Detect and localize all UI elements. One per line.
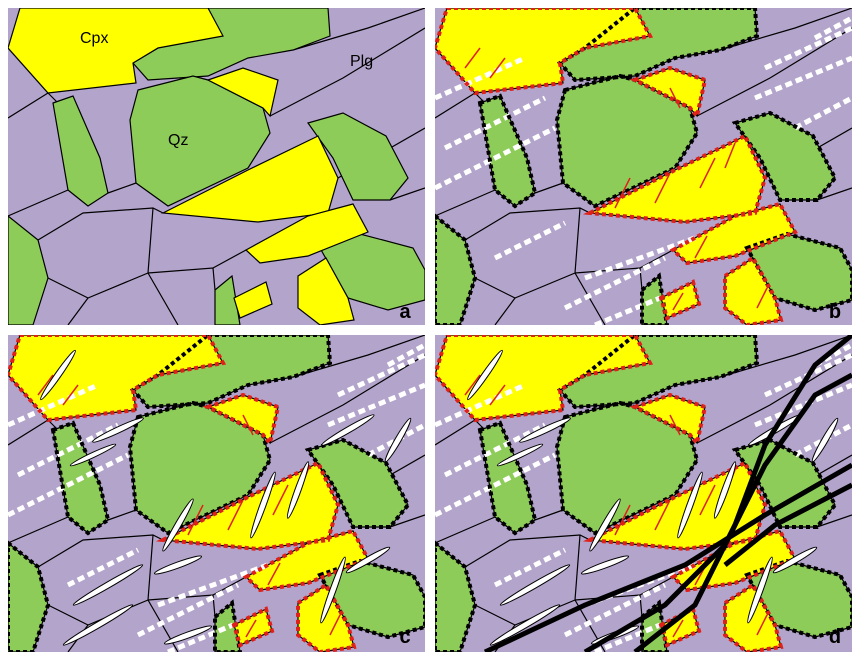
panel-letter: a <box>399 301 411 323</box>
panel-a: Cpx Qz Plg a <box>8 8 425 325</box>
panel-letter: c <box>399 626 410 648</box>
panel-b: b <box>435 8 852 325</box>
panel-d: d <box>435 335 852 652</box>
page: Cpx Qz Plg a b c d (() => { const data =… <box>0 0 855 652</box>
panel-letter: b <box>829 301 841 323</box>
qz-label: Qz <box>168 132 188 149</box>
figure: Cpx Qz Plg a b c d <box>0 0 855 652</box>
panel-c: c <box>8 335 425 652</box>
panel-letter: d <box>829 626 841 648</box>
cpx-label: Cpx <box>80 30 108 47</box>
plg-label: Plg <box>350 53 373 70</box>
